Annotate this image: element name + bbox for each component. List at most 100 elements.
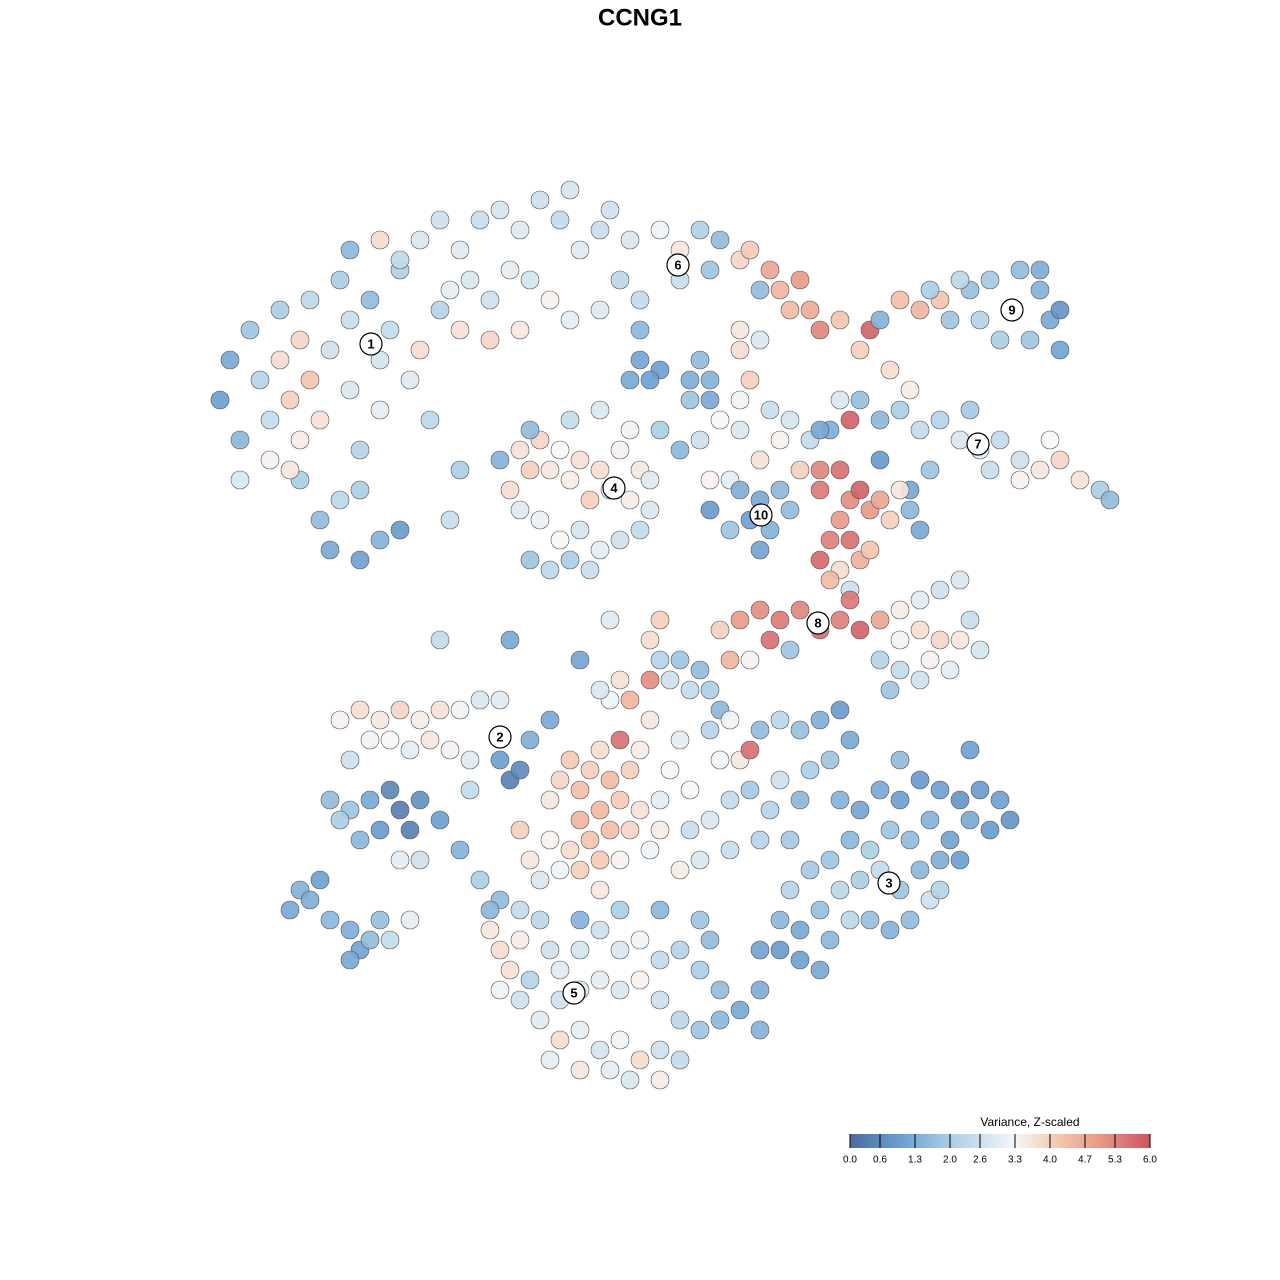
point: [770, 610, 790, 630]
point: [780, 640, 800, 660]
point: [870, 650, 890, 670]
point: [740, 650, 760, 670]
point: [620, 1070, 640, 1090]
point: [730, 480, 750, 500]
point: [1030, 460, 1050, 480]
cluster-marker: [806, 611, 830, 635]
point: [610, 530, 630, 550]
cluster-marker: [877, 871, 901, 895]
point: [890, 600, 910, 620]
point: [1010, 470, 1030, 490]
point: [570, 910, 590, 930]
point: [780, 500, 800, 520]
point: [560, 410, 580, 430]
point: [560, 470, 580, 490]
point: [820, 570, 840, 590]
point: [810, 420, 830, 440]
point: [220, 350, 240, 370]
point: [930, 410, 950, 430]
point: [940, 830, 960, 850]
point: [630, 520, 650, 540]
point: [910, 860, 930, 880]
point: [810, 960, 830, 980]
point: [830, 510, 850, 530]
point: [610, 440, 630, 460]
cluster-marker: [966, 432, 990, 456]
point: [480, 900, 500, 920]
point: [750, 830, 770, 850]
point: [350, 700, 370, 720]
point: [550, 960, 570, 980]
point: [280, 460, 300, 480]
point: [730, 320, 750, 340]
point: [840, 530, 860, 550]
point: [530, 910, 550, 930]
point: [450, 700, 470, 720]
point: [300, 290, 320, 310]
point: [760, 630, 780, 650]
point: [810, 480, 830, 500]
point: [830, 790, 850, 810]
point: [480, 290, 500, 310]
point: [390, 800, 410, 820]
point: [910, 300, 930, 320]
point: [840, 590, 860, 610]
point: [700, 370, 720, 390]
point: [960, 400, 980, 420]
point: [790, 270, 810, 290]
point: [490, 980, 510, 1000]
cluster-label: 8: [814, 615, 821, 630]
point: [970, 640, 990, 660]
point: [870, 310, 890, 330]
point: [1010, 260, 1030, 280]
point: [680, 370, 700, 390]
point: [650, 1040, 670, 1060]
point: [690, 850, 710, 870]
point: [770, 710, 790, 730]
point: [430, 210, 450, 230]
point: [970, 310, 990, 330]
point: [370, 530, 390, 550]
point: [950, 790, 970, 810]
point: [710, 750, 730, 770]
point: [650, 900, 670, 920]
point: [540, 790, 560, 810]
point: [700, 680, 720, 700]
point: [370, 710, 390, 730]
point: [500, 260, 520, 280]
point: [580, 760, 600, 780]
point: [770, 480, 790, 500]
point: [610, 670, 630, 690]
point: [360, 730, 380, 750]
point: [910, 620, 930, 640]
point: [510, 500, 530, 520]
cluster-marker: [666, 253, 690, 277]
point: [700, 720, 720, 740]
point: [770, 280, 790, 300]
point: [590, 880, 610, 900]
point: [600, 200, 620, 220]
point: [590, 1040, 610, 1060]
point: [730, 420, 750, 440]
cluster-marker: [749, 503, 773, 527]
point: [340, 750, 360, 770]
point: [830, 390, 850, 410]
point: [290, 330, 310, 350]
point: [350, 440, 370, 460]
point: [210, 390, 230, 410]
point: [540, 1050, 560, 1070]
point: [380, 780, 400, 800]
point: [540, 830, 560, 850]
point: [610, 1030, 630, 1050]
point: [380, 730, 400, 750]
point: [670, 1010, 690, 1030]
point: [700, 260, 720, 280]
point: [690, 960, 710, 980]
point: [670, 1050, 690, 1070]
point: [530, 510, 550, 530]
point: [680, 680, 700, 700]
point: [400, 740, 420, 760]
point: [440, 740, 460, 760]
point: [780, 410, 800, 430]
point: [370, 910, 390, 930]
